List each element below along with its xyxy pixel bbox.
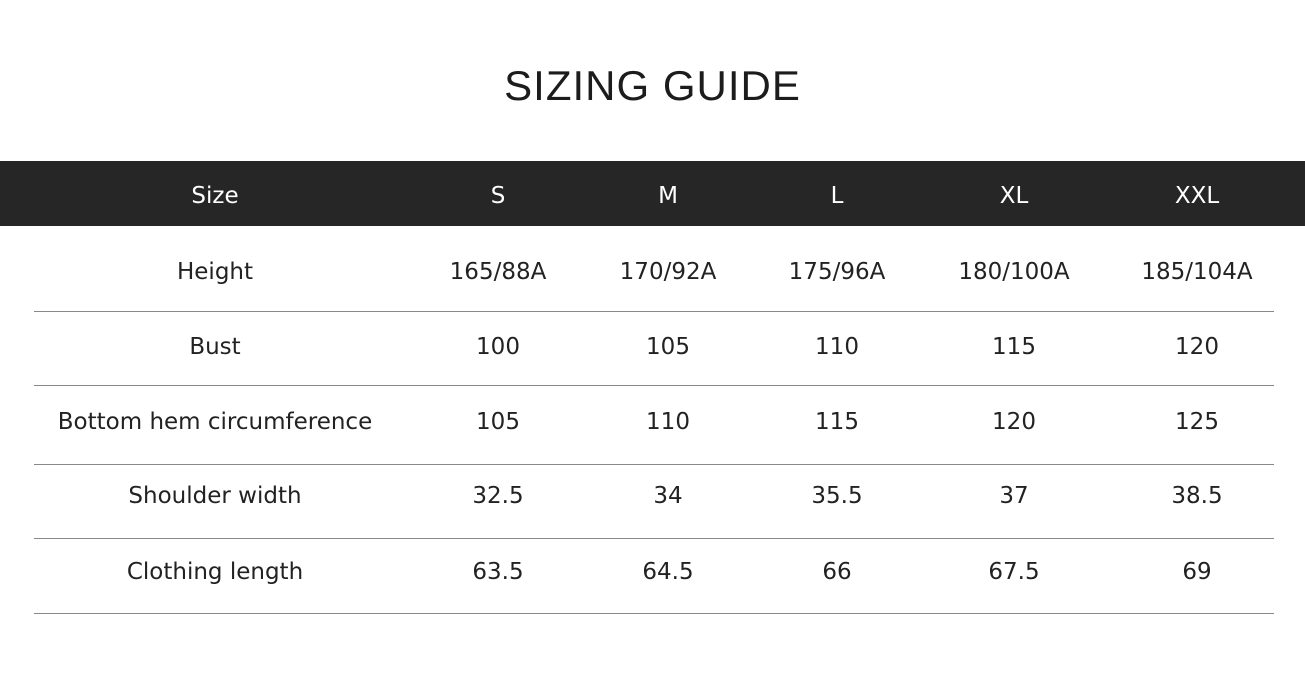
- row-label: Height: [176, 259, 254, 285]
- table-cell: 105: [476, 409, 520, 435]
- table-cell: 38.5: [1171, 483, 1223, 509]
- table-cell: 170/92A: [619, 259, 717, 285]
- table-cell: 37: [999, 483, 1029, 509]
- row-label: Bust: [189, 334, 241, 360]
- table-cell: 35.5: [811, 483, 863, 509]
- table-cell: 110: [815, 334, 859, 360]
- table-cell: 175/96A: [788, 259, 886, 285]
- table-cell: 180/100A: [958, 259, 1070, 285]
- header-cell: XXL: [1174, 183, 1220, 209]
- table-cell: 165/88A: [449, 259, 547, 285]
- header-cell: XL: [999, 183, 1029, 209]
- table-cell: 120: [992, 409, 1036, 435]
- table-cell: 64.5: [642, 559, 694, 585]
- table-cell: 34: [653, 483, 683, 509]
- table-cell: 100: [476, 334, 520, 360]
- row-divider: [34, 385, 1274, 386]
- page-title: SIZING GUIDE: [504, 62, 801, 109]
- row-divider: [34, 613, 1274, 614]
- table-cell: 115: [992, 334, 1036, 360]
- header-cell: Size: [191, 183, 239, 209]
- table-cell: 115: [815, 409, 859, 435]
- table-header: Size S M L XL XXL: [0, 161, 1305, 226]
- table-cell: 105: [646, 334, 690, 360]
- table-cell: 32.5: [472, 483, 524, 509]
- header-cell: S: [490, 183, 506, 209]
- row-label: Shoulder width: [128, 483, 302, 509]
- table-cell: 110: [646, 409, 690, 435]
- table-cell: 185/104A: [1141, 259, 1253, 285]
- header-cell: M: [658, 183, 678, 209]
- row-label: Clothing length: [126, 559, 304, 585]
- header-cell: L: [830, 183, 844, 209]
- row-divider: [34, 538, 1274, 539]
- table-cell: 125: [1175, 409, 1219, 435]
- table-cell: 66: [822, 559, 852, 585]
- table-cell: 120: [1175, 334, 1219, 360]
- table-cell: 69: [1182, 559, 1212, 585]
- row-divider: [34, 464, 1274, 465]
- row-label: Bottom hem circumference: [57, 409, 373, 435]
- row-divider: [34, 311, 1274, 312]
- table-cell: 67.5: [988, 559, 1040, 585]
- table-cell: 63.5: [472, 559, 524, 585]
